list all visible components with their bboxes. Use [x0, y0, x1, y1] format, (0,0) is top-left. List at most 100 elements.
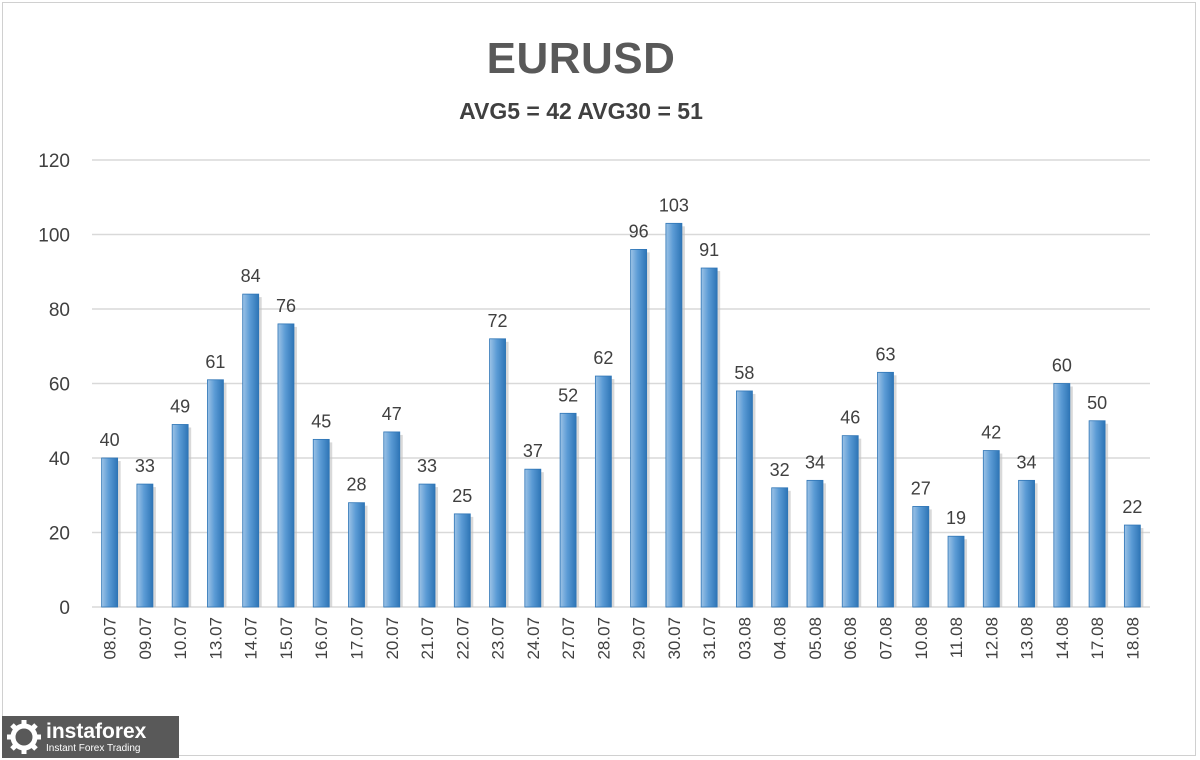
bar — [912, 506, 930, 608]
y-tick-label: 20 — [49, 524, 70, 545]
x-tick-label: 28.07 — [594, 617, 613, 660]
chart-title: EURUSD — [486, 34, 676, 83]
bar — [877, 371, 894, 608]
bar — [982, 450, 1000, 608]
x-tick-label: 12.08 — [982, 617, 1001, 660]
bar — [1088, 420, 1106, 608]
x-tick-label: 22.07 — [453, 617, 472, 660]
bar — [277, 323, 295, 608]
x-tick-label: 29.07 — [630, 617, 649, 660]
x-tick-label: 06.08 — [841, 617, 860, 660]
x-tick-label: 31.07 — [700, 617, 719, 660]
data-label: 25 — [452, 486, 472, 506]
bar — [947, 535, 965, 608]
data-label: 49 — [170, 396, 190, 416]
data-label: 72 — [488, 311, 508, 331]
bar — [101, 457, 119, 608]
x-tick-label: 10.08 — [912, 617, 931, 660]
x-tick-label: 27.07 — [559, 617, 578, 660]
x-tick-label: 14.07 — [242, 617, 261, 660]
data-label: 103 — [659, 195, 689, 215]
data-label: 28 — [346, 475, 366, 495]
data-label: 34 — [1017, 452, 1037, 472]
y-tick-label: 80 — [49, 300, 70, 321]
x-tick-label: 04.08 — [771, 617, 790, 660]
data-label: 61 — [205, 352, 225, 372]
data-label: 37 — [523, 441, 543, 461]
x-tick-label: 20.07 — [383, 617, 402, 660]
data-label: 19 — [946, 508, 966, 528]
bar — [630, 248, 648, 608]
y-tick-label: 120 — [38, 151, 70, 172]
x-tick-label: 30.07 — [665, 617, 684, 660]
data-label: 40 — [100, 430, 120, 450]
x-tick-label: 03.08 — [735, 617, 754, 660]
data-label: 33 — [417, 456, 437, 476]
data-label: 96 — [629, 221, 649, 241]
data-label: 34 — [805, 452, 825, 472]
data-label: 32 — [770, 460, 790, 480]
bar — [665, 222, 683, 608]
data-label: 76 — [276, 296, 296, 316]
data-label: 27 — [911, 478, 931, 498]
bar — [418, 483, 436, 608]
x-tick-label: 11.08 — [947, 617, 966, 658]
x-tick-label: 05.08 — [806, 617, 825, 660]
data-label: 91 — [699, 240, 719, 260]
data-label: 33 — [135, 456, 155, 476]
bar — [383, 431, 401, 608]
x-tick-label: 16.07 — [312, 617, 331, 660]
bar — [242, 293, 260, 608]
bar — [1123, 524, 1141, 608]
instaforex-logo: instaforex Instant Forex Trading — [2, 716, 179, 758]
data-label: 62 — [593, 348, 613, 368]
data-label: 50 — [1087, 393, 1107, 413]
x-tick-label: 18.08 — [1123, 617, 1142, 660]
data-label: 58 — [734, 363, 754, 383]
data-label: 42 — [981, 423, 1001, 443]
x-tick-label: 08.07 — [101, 617, 120, 660]
bar — [453, 513, 471, 608]
data-label: 60 — [1052, 356, 1072, 376]
bar — [171, 424, 189, 608]
x-tick-label: 23.07 — [489, 617, 508, 660]
data-label: 46 — [840, 408, 860, 428]
bar — [594, 375, 612, 608]
bar — [806, 479, 824, 608]
data-label: 52 — [558, 385, 578, 405]
chart-subtitle: AVG5 = 42 AVG30 = 51 — [459, 98, 703, 124]
data-label: 45 — [311, 411, 331, 431]
bar — [312, 438, 330, 608]
x-tick-label: 13.08 — [1018, 617, 1037, 660]
bar — [489, 338, 506, 608]
bar — [207, 379, 224, 608]
y-tick-label: 60 — [49, 375, 70, 396]
y-tick-label: 40 — [49, 449, 70, 470]
y-tick-label: 0 — [59, 598, 70, 619]
x-tick-label: 14.08 — [1053, 617, 1072, 660]
x-tick-label: 07.08 — [877, 617, 896, 660]
x-tick-label: 21.07 — [418, 617, 437, 660]
bar — [559, 412, 577, 608]
gear-icon — [7, 720, 41, 754]
bar — [736, 390, 753, 608]
bar — [771, 487, 789, 608]
x-tick-label: 15.07 — [277, 617, 296, 660]
logo-name: instaforex — [46, 719, 147, 743]
logo-tagline: Instant Forex Trading — [46, 742, 141, 754]
x-tick-label: 24.07 — [524, 617, 543, 660]
bar — [1018, 479, 1035, 608]
x-tick-label: 09.07 — [136, 617, 155, 660]
x-tick-label: 17.08 — [1088, 617, 1107, 660]
bar — [136, 483, 154, 608]
data-label: 63 — [875, 344, 895, 364]
bar — [524, 468, 542, 608]
data-label: 22 — [1122, 497, 1142, 517]
y-tick-label: 100 — [38, 226, 70, 247]
x-tick-label: 17.07 — [348, 617, 367, 660]
data-label: 84 — [241, 266, 261, 286]
bar — [700, 267, 718, 608]
bar — [348, 502, 365, 608]
